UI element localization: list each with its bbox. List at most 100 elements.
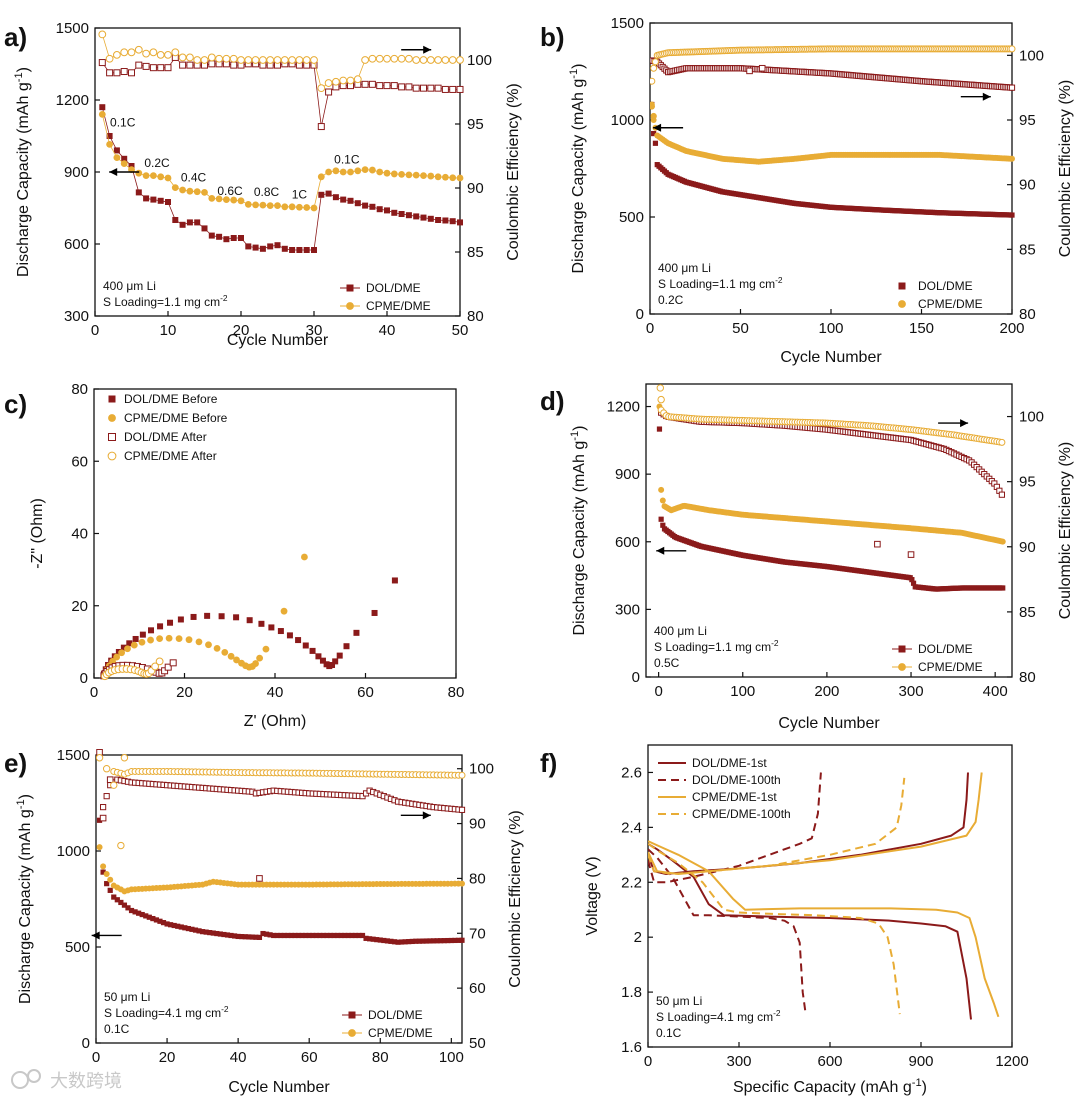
legend-label: DOL/DME (918, 642, 973, 656)
data-point (361, 166, 369, 174)
data-point (376, 206, 383, 213)
data-point (383, 169, 391, 177)
legend-marker (107, 451, 117, 461)
data-point (420, 938, 426, 944)
data-point (150, 196, 157, 203)
y-tick-label: 0 (632, 669, 640, 686)
data-point (288, 932, 295, 939)
data-point (295, 637, 302, 644)
plot-area-e (96, 749, 466, 945)
data-point (457, 219, 463, 226)
rate-label: 0.1C (110, 115, 136, 129)
y-tick-label: 2 (634, 929, 642, 946)
axis-arrow-head (982, 92, 991, 101)
series-line (648, 840, 1000, 1018)
data-point (260, 930, 266, 937)
x-tick-label: 40 (230, 1049, 247, 1066)
data-point (419, 56, 428, 64)
y-tick-label: 0 (82, 1035, 90, 1052)
data-point (193, 56, 202, 64)
data-point (274, 202, 281, 210)
data-point (142, 49, 151, 58)
data-point (244, 201, 252, 208)
y2-tick-label: 100 (1019, 409, 1044, 426)
y-axis-label: Voltage (V) (584, 856, 601, 935)
data-point (367, 936, 373, 942)
data-point (311, 247, 317, 253)
x-tick-label: 50 (732, 320, 749, 337)
legend-marker (898, 645, 906, 653)
legend-label: CPME/DME (918, 660, 983, 674)
data-point (167, 619, 174, 626)
data-point (660, 522, 666, 528)
x-tick-label: 0 (91, 322, 99, 339)
data-point (303, 204, 311, 211)
data-point (455, 937, 462, 943)
data-point (405, 83, 413, 91)
data-point (215, 195, 223, 203)
y-tick-label: 1.6 (621, 1039, 642, 1056)
y-tick-label: 1500 (611, 15, 644, 32)
data-point (96, 754, 104, 762)
y2-tick-label: 80 (1019, 669, 1036, 686)
x-tick-label: 300 (726, 1053, 751, 1070)
panel-label-b: b) (540, 22, 565, 52)
data-point (113, 147, 120, 154)
data-point (353, 629, 360, 636)
data-point (310, 204, 318, 212)
data-point (194, 219, 201, 226)
data-point (200, 56, 209, 64)
data-point (280, 56, 289, 64)
data-point (398, 939, 405, 945)
plot-area-c (100, 553, 398, 681)
data-point (100, 863, 107, 870)
data-point (441, 938, 447, 944)
data-point (413, 938, 419, 944)
series-line (648, 842, 901, 1015)
data-point (120, 160, 128, 168)
series-line (648, 777, 906, 875)
data-point (124, 645, 131, 653)
data-point (128, 907, 135, 914)
x-tick-label: 0 (654, 683, 662, 700)
condition-note: S Loading=4.1 mg cm-2 (656, 1008, 781, 1024)
condition-note: 50 μm Li (104, 990, 150, 1004)
data-point (285, 932, 291, 939)
data-point (391, 577, 398, 584)
x-axis-label: Specific Capacity (mAh g-1) (733, 1077, 927, 1096)
data-point (325, 168, 332, 176)
data-point (179, 186, 187, 194)
y-axis-label: Discharge Capacity (mAh g-1) (13, 67, 32, 277)
data-point (185, 636, 193, 644)
y2-tick-label: 95 (1019, 474, 1036, 491)
data-point (164, 663, 172, 671)
data-point (157, 197, 164, 204)
y2-tick-label: 80 (469, 870, 486, 887)
x-tick-label: 60 (357, 684, 374, 701)
legend-marker (346, 284, 354, 292)
data-point (273, 56, 282, 64)
data-point (302, 56, 311, 64)
data-point (409, 938, 415, 945)
data-point (313, 932, 319, 939)
data-point (143, 195, 150, 202)
data-point (110, 781, 118, 789)
data-point (361, 80, 369, 88)
data-point (376, 82, 384, 90)
data-point (147, 636, 154, 644)
x-tick-label: 600 (817, 1053, 842, 1070)
data-point (412, 84, 420, 92)
legend-label: DOL/DME (366, 281, 421, 295)
condition-note: 400 μm Li (658, 261, 711, 275)
data-point (449, 174, 457, 182)
data-point (1009, 212, 1015, 218)
data-point (317, 123, 325, 131)
data-point (405, 171, 413, 179)
data-point (256, 875, 263, 882)
data-point (128, 163, 135, 169)
data-point (256, 934, 263, 940)
data-point (353, 75, 362, 84)
data-point (138, 638, 146, 646)
data-point (114, 897, 120, 903)
